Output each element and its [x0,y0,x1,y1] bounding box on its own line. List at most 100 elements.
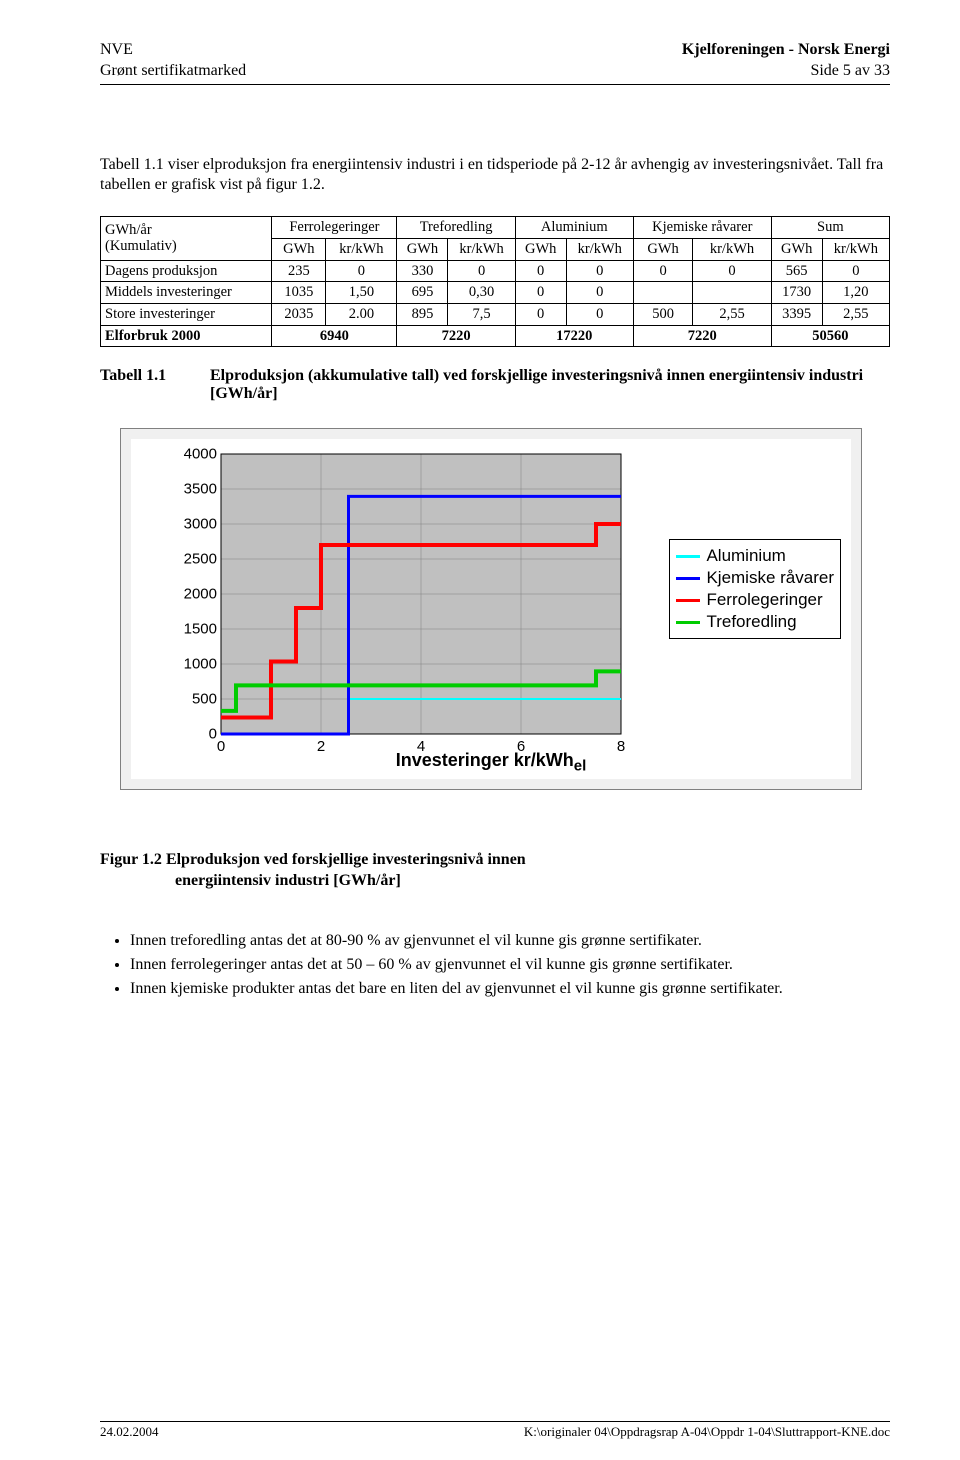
cell: 2,55 [822,303,889,325]
bullet-list: Innen treforedling antas det at 80-90 % … [100,932,890,998]
legend-label: Aluminium [706,546,785,566]
cell: 2.00 [326,303,397,325]
plot-area [221,454,621,734]
group-1: Treforedling [397,217,515,239]
header-left-2: Grønt sertifikatmarked [100,61,246,82]
table-caption: Tabell 1.1 Elproduksjon (akkumulative ta… [100,367,890,403]
cell: 695 [397,282,448,304]
footer-path: K:\originaler 04\Oppdragsrap A-04\Oppdr … [524,1424,890,1440]
row-label: Store investeringer [101,303,272,325]
subcol: kr/kWh [822,238,889,260]
cell: 0 [448,260,515,282]
caption-label: Tabell 1.1 [100,367,210,403]
legend-label: Kjemiske råvarer [706,568,834,588]
y-tick: 3500 [181,481,217,498]
bullet-item: Innen treforedling antas det at 80-90 % … [130,932,890,950]
legend-label: Treforedling [706,612,796,632]
page-header: NVE Grønt sertifikatmarked Kjelforeninge… [100,40,890,85]
x-axis-label: Investeringer kr/kWhel [396,750,587,775]
x-tick: 0 [217,738,225,755]
subcol: GWh [397,238,448,260]
cell: 0 [515,260,566,282]
legend-item: Kjemiske råvarer [676,568,834,588]
row-label: Middels investeringer [101,282,272,304]
bullet-item: Innen ferrolegeringer antas det at 50 – … [130,956,890,974]
group-4: Sum [771,217,889,239]
legend-label: Ferrolegeringer [706,590,822,610]
table-row: Middels investeringer10351,506950,300017… [101,282,890,304]
y-tick: 2500 [181,551,217,568]
subcol: kr/kWh [693,238,771,260]
group-3: Kjemiske råvarer [633,217,771,239]
legend-item: Treforedling [676,612,834,632]
group-0: Ferrolegeringer [272,217,397,239]
cell: 0 [515,282,566,304]
cell: 17220 [515,325,633,347]
header-right-1: Kjelforeningen - Norsk Energi [682,40,890,61]
y-tick: 1000 [181,656,217,673]
cell: 0 [822,260,889,282]
cell: 0 [566,303,633,325]
data-table: GWh/år (Kumulativ) Ferrolegeringer Trefo… [100,216,890,347]
cell: 50560 [771,325,889,347]
cell: 7220 [633,325,771,347]
bullet-item: Innen kjemiske produkter antas det bare … [130,980,890,998]
cell: 2035 [272,303,326,325]
cell: 0 [326,260,397,282]
legend-swatch [676,621,700,624]
cell: 895 [397,303,448,325]
table-corner-1: GWh/år [105,222,152,238]
legend-swatch [676,555,700,558]
legend-item: Aluminium [676,546,834,566]
y-tick: 4000 [181,446,217,463]
page-footer: 24.02.2004 K:\originaler 04\Oppdragsrap … [100,1421,890,1440]
table-row: Store investeringer20352.008957,5005002,… [101,303,890,325]
figure-caption: Figur 1.2 Elproduksjon ved forskjellige … [100,850,890,892]
table-corner-2: (Kumulativ) [105,238,177,254]
cell: 6940 [272,325,397,347]
cell: 0 [633,260,692,282]
cell: 7,5 [448,303,515,325]
y-tick: 0 [181,726,217,743]
header-right-2: Side 5 av 33 [682,61,890,82]
cell: 0 [515,303,566,325]
cell: 3395 [771,303,822,325]
subcol: GWh [633,238,692,260]
group-2: Aluminium [515,217,633,239]
cell: 1035 [272,282,326,304]
chart-legend: AluminiumKjemiske råvarerFerrolegeringer… [669,539,841,639]
x-tick: 2 [317,738,325,755]
legend-item: Ferrolegeringer [676,590,834,610]
legend-swatch [676,577,700,580]
cell: 0 [693,260,771,282]
x-tick: 8 [617,738,625,755]
caption-text: Elproduksjon (akkumulative tall) ved for… [210,367,890,403]
cell: 500 [633,303,692,325]
chart-container: Gjenvunnet el GWh / år 05001000150020002… [120,428,862,790]
cell: 235 [272,260,326,282]
y-tick: 500 [181,691,217,708]
cell: 0,30 [448,282,515,304]
subcol: kr/kWh [566,238,633,260]
cell: 330 [397,260,448,282]
subcol: kr/kWh [326,238,397,260]
cell: 1730 [771,282,822,304]
intro-text: Tabell 1.1 viser elproduksjon fra energi… [100,155,890,197]
cell: 0 [566,282,633,304]
y-tick: 1500 [181,621,217,638]
subcol: GWh [515,238,566,260]
legend-swatch [676,599,700,602]
y-tick: 2000 [181,586,217,603]
cell: 1,20 [822,282,889,304]
cell: 1,50 [326,282,397,304]
cell [693,282,771,304]
row-label: Dagens produksjon [101,260,272,282]
footer-date: 24.02.2004 [100,1424,159,1440]
row-label: Elforbruk 2000 [101,325,272,347]
cell: 0 [566,260,633,282]
table-row: Dagens produksjon2350330000005650 [101,260,890,282]
cell: 565 [771,260,822,282]
table-row: Elforbruk 20006940722017220722050560 [101,325,890,347]
subcol: GWh [771,238,822,260]
cell: 7220 [397,325,515,347]
